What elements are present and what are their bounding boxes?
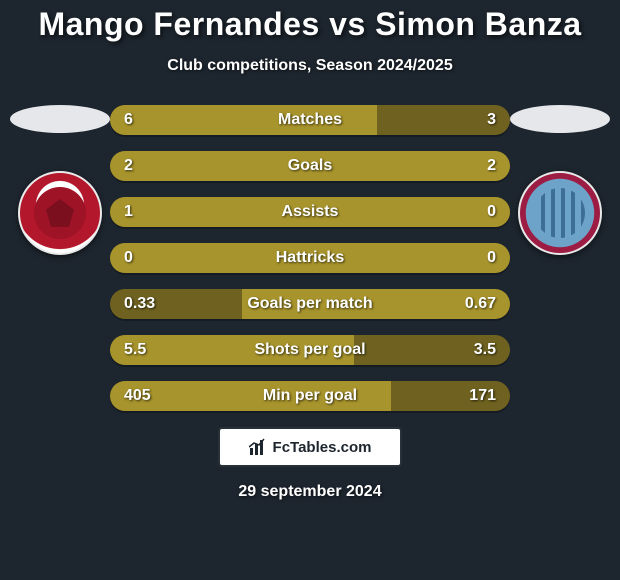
chart-icon bbox=[249, 438, 267, 456]
club-badge-left bbox=[18, 171, 102, 255]
stat-row: 5.53.5Shots per goal bbox=[110, 335, 510, 365]
stat-row: 63Matches bbox=[110, 105, 510, 135]
club-badge-right bbox=[518, 171, 602, 255]
stat-value-right: 3 bbox=[487, 105, 496, 135]
stat-row: 10Assists bbox=[110, 197, 510, 227]
stat-value-right: 171 bbox=[469, 381, 496, 411]
stat-row: 0 0Hattricks bbox=[110, 243, 510, 273]
stat-value-right: 3.5 bbox=[474, 335, 496, 365]
brand-text: FcTables.com bbox=[273, 439, 372, 456]
stat-value-left: 0 bbox=[124, 243, 133, 273]
shadow-ellipse-left bbox=[10, 105, 110, 133]
stat-row: 2 2Goals bbox=[110, 151, 510, 181]
stat-rows: 63Matches 2 2Goals 10Assists 0 0Hattricks 0.33… bbox=[110, 105, 510, 411]
shadow-ellipse-right bbox=[510, 105, 610, 133]
stat-value-right: 0 bbox=[487, 243, 496, 273]
stat-label: Hattricks bbox=[110, 243, 510, 273]
stat-value-right: 2 bbox=[487, 151, 496, 181]
stat-value-left: 2 bbox=[124, 151, 133, 181]
stat-row: 0.330.67Goals per match bbox=[110, 289, 510, 319]
stat-value-left: 0.33 bbox=[124, 289, 155, 319]
stat-label: Goals bbox=[110, 151, 510, 181]
page-title: Mango Fernandes vs Simon Banza bbox=[0, 6, 620, 43]
comparison-panel: 63Matches 2 2Goals 10Assists 0 0Hattricks 0.33… bbox=[0, 105, 620, 501]
brand-logo: FcTables.com bbox=[220, 429, 400, 465]
stat-row: 405171Min per goal bbox=[110, 381, 510, 411]
footer-date: 29 september 2024 bbox=[10, 483, 610, 501]
page-subtitle: Club competitions, Season 2024/2025 bbox=[0, 57, 620, 75]
